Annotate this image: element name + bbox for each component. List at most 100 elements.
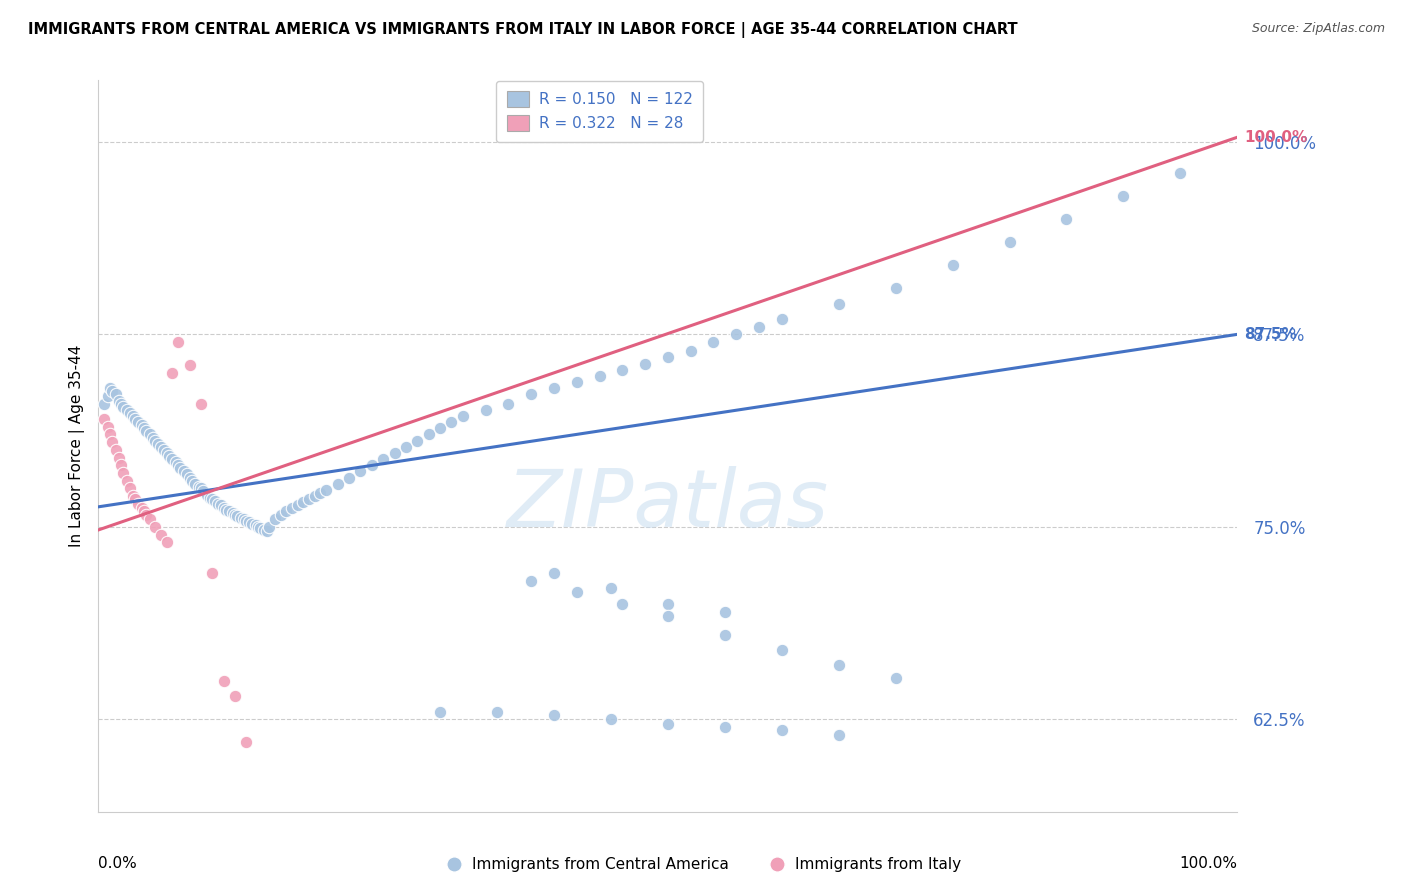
Point [246, 520, 269, 534]
Point [190, 397, 212, 411]
Y-axis label: In Labor Force | Age 35-44: In Labor Force | Age 35-44 [69, 345, 84, 547]
Point [657, 609, 679, 624]
Point [198, 491, 221, 505]
Point [418, 427, 440, 442]
Point [121, 489, 143, 503]
Point [167, 334, 190, 349]
Point [162, 366, 184, 380]
Point [714, 627, 737, 641]
Point [371, 452, 394, 467]
Point [124, 492, 146, 507]
Point [204, 493, 226, 508]
Point [259, 520, 281, 534]
Point [201, 566, 224, 580]
Point [543, 707, 565, 722]
Point [634, 357, 657, 371]
Point [132, 504, 155, 518]
Point [612, 597, 634, 611]
Point [1170, 166, 1192, 180]
Point [828, 728, 851, 742]
Point [207, 497, 229, 511]
Point [770, 723, 793, 738]
Point [150, 440, 173, 454]
Point [315, 483, 337, 497]
Point [110, 458, 132, 473]
Point [212, 501, 235, 516]
Point [224, 508, 246, 522]
Point [150, 527, 173, 541]
Point [474, 402, 496, 417]
Point [187, 480, 209, 494]
Point [146, 436, 169, 450]
Point [406, 434, 429, 448]
Point [96, 419, 118, 434]
Point [93, 397, 115, 411]
Point [326, 476, 349, 491]
Point [714, 720, 737, 734]
Point [395, 440, 418, 454]
Text: 100.0%: 100.0% [1244, 129, 1308, 145]
Point [429, 705, 451, 719]
Point [270, 508, 292, 522]
Point [349, 464, 371, 478]
Point [124, 412, 146, 426]
Point [190, 481, 212, 495]
Point [184, 476, 207, 491]
Point [156, 446, 179, 460]
Point [337, 470, 360, 484]
Point [287, 498, 309, 512]
Point [770, 312, 793, 326]
Point [240, 516, 263, 531]
Point [108, 393, 131, 408]
Point [127, 415, 149, 429]
Point [98, 381, 121, 395]
Point [304, 489, 326, 503]
Point [138, 512, 160, 526]
Point [215, 503, 238, 517]
Point [218, 504, 240, 518]
Point [281, 501, 304, 516]
Point [657, 597, 679, 611]
Point [235, 514, 257, 528]
Text: 0.0%: 0.0% [98, 855, 138, 871]
Point [110, 397, 132, 411]
Point [657, 351, 679, 365]
Point [104, 387, 127, 401]
Point [588, 368, 610, 383]
Point [101, 435, 124, 450]
Point [884, 671, 907, 685]
Point [165, 455, 187, 469]
Point [679, 344, 702, 359]
Point [169, 461, 191, 475]
Point [145, 520, 167, 534]
Point [101, 384, 124, 399]
Point [115, 402, 138, 417]
Point [520, 387, 543, 401]
Text: Source: ZipAtlas.com: Source: ZipAtlas.com [1251, 22, 1385, 36]
Point [179, 470, 201, 484]
Point [212, 673, 235, 688]
Point [565, 375, 588, 389]
Point [201, 492, 224, 507]
Point [543, 566, 565, 580]
Point [486, 705, 509, 719]
Point [309, 486, 332, 500]
Point [600, 582, 623, 596]
Point [224, 690, 246, 704]
Point [360, 458, 382, 473]
Point [135, 508, 157, 522]
Point [131, 501, 153, 516]
Point [222, 506, 245, 520]
Point [120, 406, 142, 420]
Point [451, 409, 474, 423]
Text: ZIPatlas: ZIPatlas [506, 466, 830, 543]
Point [245, 518, 267, 533]
Point [167, 458, 190, 473]
Point [252, 523, 274, 537]
Point [104, 442, 127, 457]
Point [157, 449, 180, 463]
Point [132, 421, 155, 435]
Point [145, 434, 167, 448]
Point [714, 605, 737, 619]
Point [498, 397, 520, 411]
